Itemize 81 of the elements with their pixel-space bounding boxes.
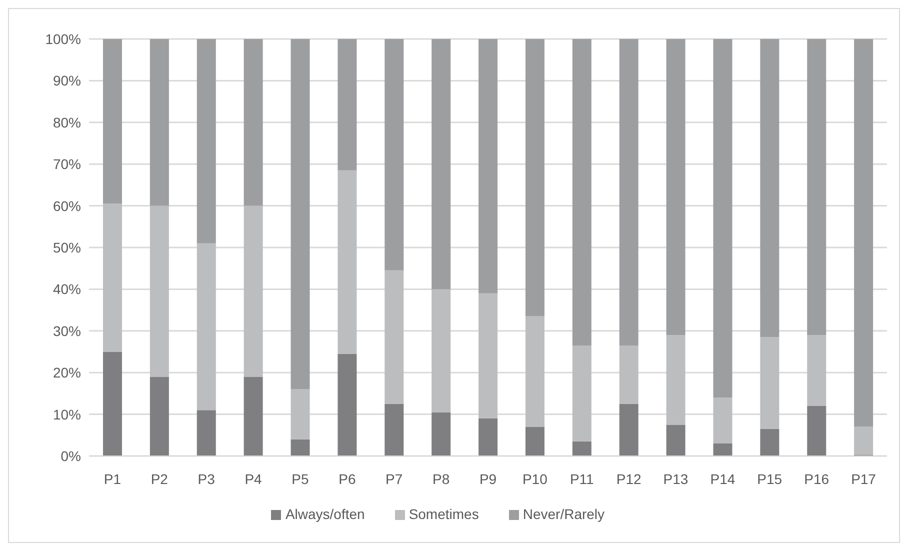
bar	[760, 39, 780, 338]
bar	[572, 441, 592, 456]
bar	[666, 424, 686, 456]
legend-label: Sometimes	[408, 506, 479, 522]
bar	[150, 206, 169, 377]
x-tick-label: P15	[757, 470, 782, 487]
y-tick-label: 20%	[52, 364, 81, 381]
bar	[713, 443, 732, 456]
bar	[384, 404, 404, 456]
bar	[384, 39, 404, 270]
legend-label: Never/Rarely	[522, 506, 605, 522]
bar	[854, 39, 874, 427]
bar	[619, 39, 638, 346]
y-tick-label: 70%	[52, 156, 81, 172]
bar	[432, 412, 451, 456]
bar	[290, 439, 310, 456]
bar	[478, 39, 498, 294]
y-tick-label: 100%	[45, 30, 81, 47]
x-tick-label: P4	[244, 470, 262, 487]
bar	[713, 39, 732, 398]
x-tick-label: P1	[104, 470, 122, 487]
bar	[807, 39, 826, 336]
bar	[619, 345, 638, 404]
bar	[478, 418, 498, 456]
bar	[760, 337, 780, 429]
y-tick-label: 10%	[52, 406, 81, 422]
x-tick-label: P12	[616, 470, 642, 487]
bar	[713, 398, 732, 444]
x-tick-label: P11	[570, 470, 594, 487]
bar	[103, 204, 122, 352]
bar	[244, 39, 263, 206]
x-tick-label: P6	[338, 470, 356, 487]
y-tick-label: 0%	[60, 448, 81, 464]
bar	[807, 335, 826, 406]
legend-label: Always/often	[285, 506, 365, 522]
x-tick-label: P2	[150, 470, 168, 487]
x-tick-label: P16	[804, 470, 830, 487]
bar	[760, 428, 780, 456]
bar	[290, 389, 310, 440]
bar	[432, 39, 451, 290]
x-tick-label: P14	[710, 470, 736, 487]
x-tick-label: P8	[432, 470, 450, 487]
bar	[666, 335, 686, 425]
bar	[244, 376, 263, 456]
y-tick-label: 60%	[52, 198, 81, 214]
bar	[196, 39, 216, 244]
bar	[478, 293, 498, 418]
bar	[338, 170, 357, 354]
y-tick-label: 80%	[52, 114, 81, 130]
x-tick-label: P17	[851, 470, 876, 487]
bar	[150, 376, 169, 456]
bar	[338, 354, 357, 456]
bar	[338, 39, 357, 170]
bar	[196, 410, 216, 456]
bar	[244, 206, 263, 377]
bar	[290, 39, 310, 390]
x-tick-label: P13	[663, 470, 688, 487]
bar	[525, 316, 544, 427]
x-tick-label: P9	[479, 470, 497, 487]
bar	[619, 404, 638, 456]
bar	[807, 406, 826, 456]
bar	[384, 270, 404, 404]
y-tick-label: 40%	[52, 281, 81, 298]
bar	[196, 243, 216, 410]
bar	[150, 39, 169, 206]
y-tick-label: 90%	[52, 72, 81, 89]
bar	[572, 39, 592, 346]
y-tick-label: 50%	[52, 239, 81, 256]
y-tick-label: 30%	[52, 322, 81, 339]
bar	[103, 39, 122, 204]
bar	[666, 39, 686, 336]
bar	[854, 426, 874, 455]
bar	[103, 352, 122, 456]
bar	[572, 345, 592, 442]
bar	[525, 39, 544, 316]
x-tick-label: P5	[292, 470, 310, 487]
bar	[432, 289, 451, 412]
x-tick-label: P7	[386, 470, 403, 487]
x-tick-label: P3	[198, 470, 216, 487]
x-tick-label: P10	[522, 470, 548, 487]
bar	[525, 426, 544, 456]
